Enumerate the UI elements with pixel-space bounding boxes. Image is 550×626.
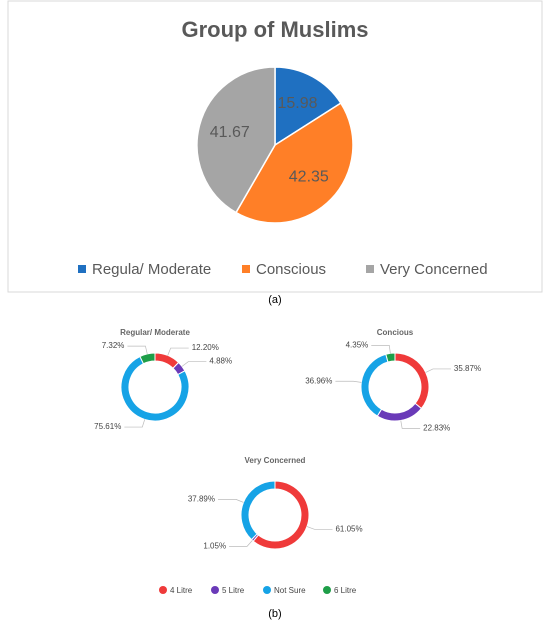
leader-line: [218, 499, 244, 503]
data-label: 61.05%: [335, 524, 362, 533]
leader-line: [167, 347, 189, 356]
data-label: 36.96%: [305, 376, 332, 385]
donut-segment: [394, 352, 430, 410]
chart-title: Group of Muslims: [182, 17, 369, 42]
data-label: 4.88%: [209, 357, 232, 366]
legend-label: Conscious: [256, 261, 326, 278]
legend-swatch: [211, 586, 219, 594]
donut-segment: [240, 480, 276, 541]
panel-label: (b): [268, 608, 281, 620]
legend-swatch: [78, 265, 86, 273]
leader-line: [124, 419, 146, 428]
leader-line: [181, 361, 207, 367]
leader-line: [229, 540, 253, 547]
legend-label: 5 Litre: [222, 586, 245, 595]
leader-line: [371, 345, 391, 354]
pie-slice: [196, 66, 276, 214]
data-label: 35.87%: [454, 364, 481, 373]
legend-swatch: [159, 586, 167, 594]
donut-segment: [385, 352, 396, 363]
data-label: 42.35: [289, 169, 329, 186]
data-label: 37.89%: [188, 495, 215, 504]
leader-line: [425, 368, 451, 373]
chart-title: Concious: [377, 328, 414, 337]
legend-swatch: [323, 586, 331, 594]
legend-label: 4 Litre: [170, 586, 193, 595]
data-label: 15.98: [277, 95, 317, 112]
legend-label: Not Sure: [274, 586, 306, 595]
chart-title: Regular/ Moderate: [120, 328, 190, 337]
legend-label: Regula/ Moderate: [92, 261, 211, 278]
donut-segment: [139, 352, 156, 365]
donut-segment: [376, 402, 423, 422]
donut-segment: [360, 353, 389, 417]
legend-label: Very Concerned: [380, 261, 488, 278]
panel-label: (a): [268, 294, 281, 306]
leader-line: [335, 380, 362, 383]
legend-swatch: [366, 265, 374, 273]
pie-slice: [274, 66, 342, 147]
legend-label: 6 Litre: [334, 586, 357, 595]
pie-slice: [234, 102, 354, 224]
data-label: 1.05%: [203, 541, 226, 550]
data-label: 4.35%: [346, 341, 369, 350]
data-label: 12.20%: [192, 343, 219, 352]
data-label: 22.83%: [423, 423, 450, 432]
leader-line: [400, 420, 421, 429]
leader-line: [306, 526, 333, 530]
leader-line: [127, 345, 148, 354]
data-label: 75.61%: [94, 422, 121, 431]
chart-title: Very Concerned: [245, 456, 306, 465]
data-label: 41.67: [210, 124, 250, 141]
legend-swatch: [242, 265, 250, 273]
legend-swatch: [263, 586, 271, 594]
data-label: 7.32%: [102, 341, 125, 350]
